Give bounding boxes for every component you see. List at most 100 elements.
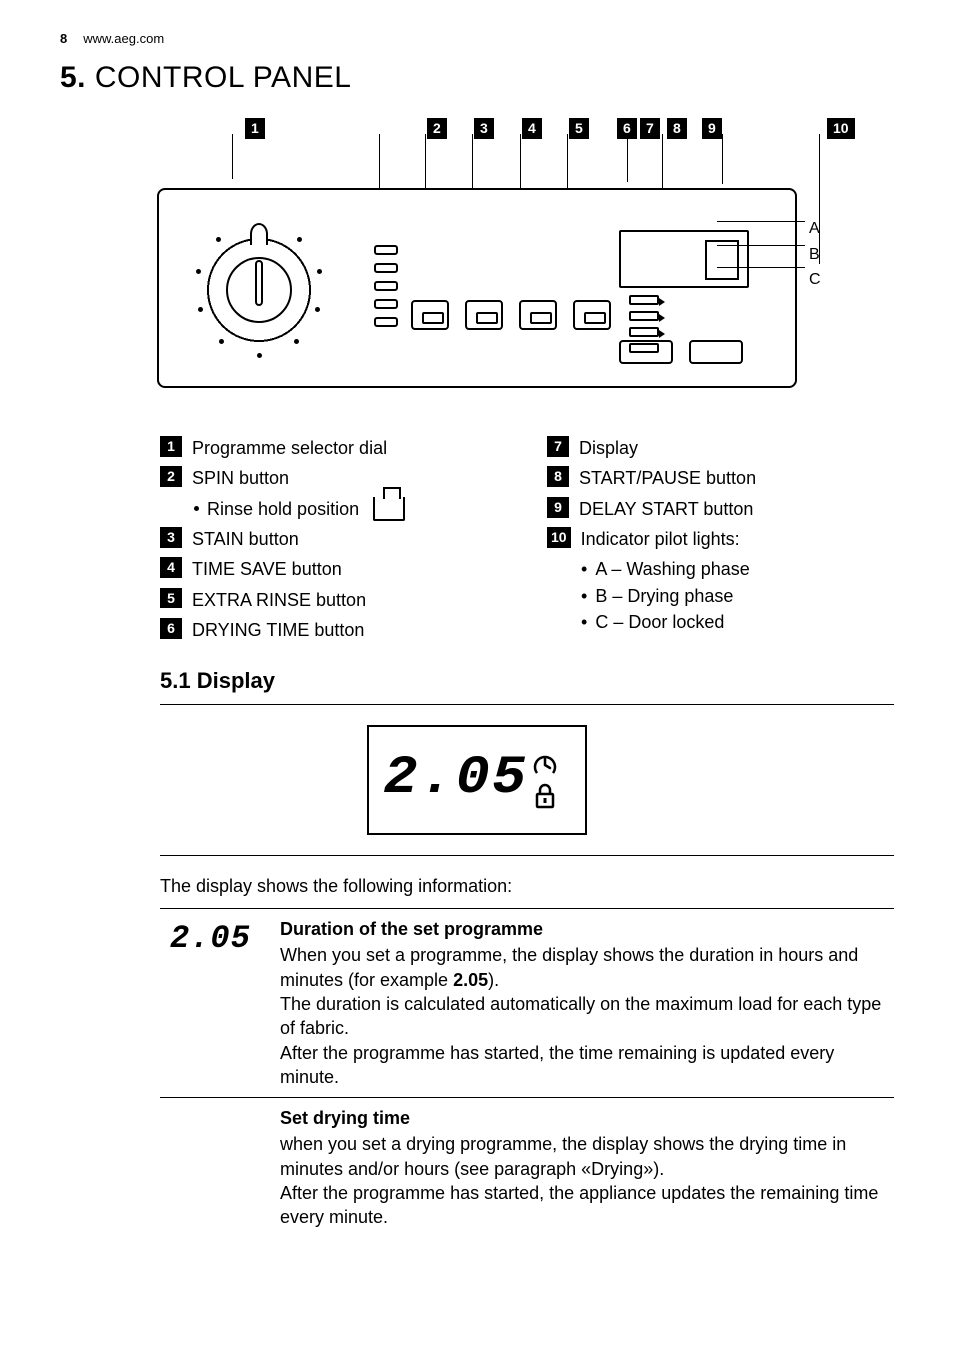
- panel-outline: [157, 188, 797, 388]
- info-body: when you set a drying programme, the dis…: [280, 1132, 884, 1229]
- pilot-light-c: C – Door locked: [595, 610, 724, 634]
- callout-number: 7: [640, 118, 660, 139]
- legend-num: 10: [547, 527, 571, 548]
- section-number: 5.: [60, 61, 86, 94]
- option-button-row: [411, 300, 611, 330]
- section-rule: [160, 704, 894, 705]
- table-body-cell: Duration of the set programme When you s…: [270, 909, 894, 1098]
- rinse-hold-icon: [373, 497, 405, 521]
- legend-num: 9: [547, 497, 569, 518]
- callout-number: 9: [702, 118, 722, 139]
- duration-icon-text: 2.05: [170, 920, 251, 957]
- abc-labels: A B C: [809, 218, 821, 291]
- timesave-button-shape: [465, 300, 503, 330]
- table-row: 2.05 Duration of the set programme When …: [160, 909, 894, 1098]
- legend-text: Indicator pilot lights:: [581, 527, 740, 551]
- legend-right-col: 7 Display 8 START/PAUSE button 9 DELAY S…: [547, 436, 894, 648]
- display-value: 2.05: [384, 743, 529, 816]
- abc-bracket: [717, 211, 805, 291]
- legend-text: DELAY START button: [579, 497, 753, 521]
- display-intro-text: The display shows the following informat…: [160, 874, 894, 898]
- legend-item: 8 START/PAUSE button: [547, 466, 894, 490]
- legend-text: START/PAUSE button: [579, 466, 756, 490]
- leader-line: [722, 134, 723, 184]
- section-title: 5. CONTROL PANEL: [60, 58, 894, 99]
- lock-icon: [534, 783, 556, 809]
- legend-item: 6 DRYING TIME button: [160, 618, 507, 642]
- legend-text: SPIN button: [192, 466, 289, 490]
- abc-c: C: [809, 269, 821, 291]
- pilot-lights-list: •A – Washing phase •B – Drying phase •C …: [581, 557, 894, 634]
- table-row: Set drying time when you set a drying pr…: [160, 1098, 894, 1238]
- callout-number: 1: [245, 118, 265, 139]
- section-title-text: CONTROL PANEL: [95, 61, 352, 94]
- start-pause-shape: [619, 340, 673, 364]
- subsection-title-text: Display: [197, 668, 275, 693]
- programme-dial: [194, 225, 324, 355]
- legend-item: 3 STAIN button: [160, 527, 507, 551]
- legend-text: Programme selector dial: [192, 436, 387, 460]
- legend-item: 5 EXTRA RINSE button: [160, 588, 507, 612]
- legend-num: 1: [160, 436, 182, 457]
- leader-line: [627, 134, 628, 182]
- legend-item: 2 SPIN button: [160, 466, 507, 490]
- bullet-dot: [194, 506, 199, 511]
- clock-icon: [531, 751, 559, 775]
- legend-item: 10 Indicator pilot lights:: [547, 527, 894, 551]
- table-icon-cell: [160, 1098, 270, 1238]
- display-icons: [531, 751, 559, 809]
- callout-number: 5: [569, 118, 589, 139]
- table-icon-cell: 2.05: [160, 909, 270, 1098]
- legend-text: EXTRA RINSE button: [192, 588, 366, 612]
- legend-num: 3: [160, 527, 182, 548]
- legend-text: STAIN button: [192, 527, 299, 551]
- page-header: 8 www.aeg.com: [60, 30, 894, 48]
- dryingtime-button-shape: [573, 300, 611, 330]
- legend-num: 2: [160, 466, 182, 487]
- legend-text: TIME SAVE button: [192, 557, 342, 581]
- abc-b: B: [809, 244, 821, 266]
- legend-num: 7: [547, 436, 569, 457]
- extrarinse-button-shape: [519, 300, 557, 330]
- legend-item: 7 Display: [547, 436, 894, 460]
- legend-num: 4: [160, 557, 182, 578]
- start-delay-row: [619, 340, 743, 364]
- legend-left-col: 1 Programme selector dial 2 SPIN button …: [160, 436, 507, 648]
- control-panel-diagram: A B C: [117, 148, 837, 418]
- display-info-table: 2.05 Duration of the set programme When …: [160, 908, 894, 1238]
- legend-num: 6: [160, 618, 182, 639]
- subsection-number: 5.1: [160, 668, 191, 693]
- info-title: Set drying time: [280, 1106, 884, 1130]
- table-body-cell: Set drying time when you set a drying pr…: [270, 1098, 894, 1238]
- callout-number: 3: [474, 118, 494, 139]
- legend: 1 Programme selector dial 2 SPIN button …: [160, 436, 894, 648]
- callout-number: 4: [522, 118, 542, 139]
- pilot-light-b: B – Drying phase: [595, 584, 733, 608]
- rinse-hold-row: Rinse hold position: [194, 497, 507, 521]
- page-number: 8: [60, 30, 67, 48]
- callout-row: 12345678910: [117, 118, 837, 148]
- legend-item: 1 Programme selector dial: [160, 436, 507, 460]
- info-body: When you set a programme, the display sh…: [280, 943, 884, 1089]
- pilot-light-a: A – Washing phase: [595, 557, 749, 581]
- legend-num: 8: [547, 466, 569, 487]
- legend-text: DRYING TIME button: [192, 618, 364, 642]
- site-url: www.aeg.com: [83, 30, 164, 48]
- display-illustration: 2.05: [367, 725, 587, 835]
- info-title: Duration of the set programme: [280, 917, 884, 941]
- callout-number: 2: [427, 118, 447, 139]
- callout-number: 8: [667, 118, 687, 139]
- stain-button-shape: [411, 300, 449, 330]
- legend-item: 4 TIME SAVE button: [160, 557, 507, 581]
- callout-number: 10: [827, 118, 855, 139]
- legend-item: 9 DELAY START button: [547, 497, 894, 521]
- leader-line: [232, 134, 233, 179]
- rinse-hold-label: Rinse hold position: [207, 497, 359, 521]
- legend-text: Display: [579, 436, 638, 460]
- section-rule: [160, 855, 894, 856]
- legend-num: 5: [160, 588, 182, 609]
- spin-options-column: [374, 245, 398, 327]
- abc-a: A: [809, 218, 821, 240]
- delay-start-shape: [689, 340, 743, 364]
- subsection-title: 5.1 Display: [160, 666, 894, 696]
